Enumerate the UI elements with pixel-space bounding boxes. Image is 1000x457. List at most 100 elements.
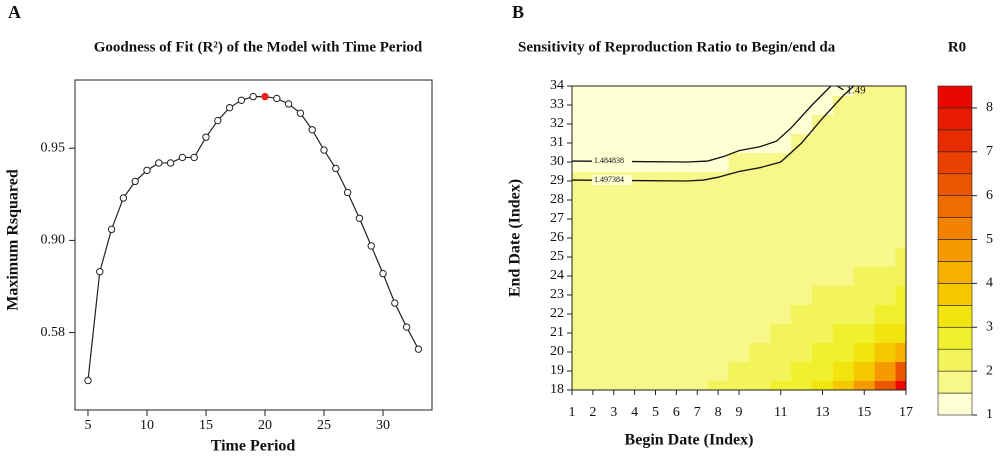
contour-cell <box>853 228 876 248</box>
contour-cell <box>572 114 583 134</box>
contour-cell <box>603 380 625 391</box>
contour-cell <box>582 114 604 134</box>
contour-cell <box>812 285 834 305</box>
data-point <box>84 376 92 385</box>
contour-cell <box>791 342 813 362</box>
colorbar-band <box>937 392 973 416</box>
contour-cell <box>770 361 792 381</box>
contour-cell <box>624 228 646 248</box>
data-point <box>343 188 352 197</box>
y-tick-label: 32 <box>550 116 564 131</box>
contour-cell <box>603 285 625 305</box>
contour-cell <box>645 228 667 248</box>
y-tick-label: 29 <box>550 173 564 188</box>
contour-cell <box>770 266 792 286</box>
contour-cell <box>603 247 625 267</box>
contour-cell <box>874 209 897 229</box>
contour-cell <box>874 323 897 343</box>
contour-cell <box>895 304 907 324</box>
contour-cell <box>624 190 646 210</box>
contour-cell <box>791 380 813 391</box>
contour-cell <box>624 342 646 362</box>
colorbar-band <box>937 85 973 109</box>
contour-cell <box>582 247 604 267</box>
contour-cell <box>749 190 771 210</box>
colorbar-band <box>937 217 973 240</box>
contour-cell <box>572 95 583 115</box>
contour-cell <box>874 171 897 191</box>
contour-cell <box>853 209 876 229</box>
contour-cell <box>686 361 709 381</box>
contour-cell <box>603 266 625 286</box>
contour-cell <box>728 171 750 191</box>
contour-cell <box>572 209 583 229</box>
contour-cell <box>665 190 688 210</box>
data-point <box>320 146 328 154</box>
contour-cell <box>603 86 625 96</box>
x-tick-label: 17 <box>899 405 913 420</box>
contour-cell <box>874 190 897 210</box>
contour-cell <box>853 266 876 286</box>
contour-cell <box>728 228 750 248</box>
contour-cell <box>770 190 792 210</box>
contour-cell <box>665 228 688 248</box>
data-point <box>119 194 128 202</box>
contour-cell <box>832 171 855 191</box>
contour-cell <box>728 342 750 362</box>
contour-label: 1.497384 <box>594 175 624 184</box>
contour-cell <box>624 95 646 115</box>
data-point <box>237 96 246 104</box>
data-point <box>143 166 151 175</box>
contour-cell <box>624 285 646 305</box>
contour-cell <box>874 266 897 286</box>
y-axis-label: End Date (Index) <box>507 179 524 297</box>
contour-cell <box>812 323 834 343</box>
contour-cell <box>853 114 876 134</box>
contour-cell <box>749 114 771 134</box>
contour-cell <box>572 361 583 381</box>
x-tick-label: 13 <box>816 405 830 420</box>
contour-cell <box>812 86 834 96</box>
x-tick-label: 25 <box>317 418 331 433</box>
data-line <box>87 95 419 381</box>
contour-cell <box>791 190 813 210</box>
contour-cell <box>749 285 771 305</box>
x-axis-label: Time Period <box>211 438 296 455</box>
contour-cell <box>874 342 897 362</box>
y-tick-label: 27 <box>550 211 564 226</box>
contour-cell <box>603 133 625 153</box>
contour-cell <box>645 190 667 210</box>
contour-cell <box>645 95 667 115</box>
contour-cell <box>572 285 583 305</box>
contour-cell <box>582 190 604 210</box>
contour-cell <box>853 247 876 267</box>
contour-cell <box>895 86 907 96</box>
contour-cell <box>874 86 897 96</box>
y-tick-label: 30 <box>550 154 564 169</box>
contour-cell <box>686 228 709 248</box>
contour-cell <box>791 247 813 267</box>
contour-cell <box>728 285 750 305</box>
contour-cell <box>895 171 907 191</box>
contour-cell <box>749 133 771 153</box>
contour-cell <box>603 190 625 210</box>
contour-cell <box>895 323 907 343</box>
contour-cell <box>749 323 771 343</box>
y-tick-label: 0.58 <box>41 325 66 340</box>
contour-cell <box>832 323 855 343</box>
contour-cell <box>832 95 855 115</box>
contour-cell <box>707 209 730 229</box>
colorbar-tick-label: 3 <box>986 319 993 334</box>
contour-cell <box>874 361 897 381</box>
contour-cell <box>686 247 709 267</box>
contour-cell <box>572 266 583 286</box>
contour-cell <box>874 133 897 153</box>
contour-cell <box>572 304 583 324</box>
contour-cell <box>749 228 771 248</box>
chart-title: Goodness of Fit (R²) of the Model with T… <box>94 39 423 55</box>
contour-cell <box>749 152 771 172</box>
contour-cell <box>707 342 730 362</box>
y-tick-label: 19 <box>550 363 564 378</box>
contour-cell <box>728 266 750 286</box>
y-tick-label: 21 <box>550 325 564 340</box>
